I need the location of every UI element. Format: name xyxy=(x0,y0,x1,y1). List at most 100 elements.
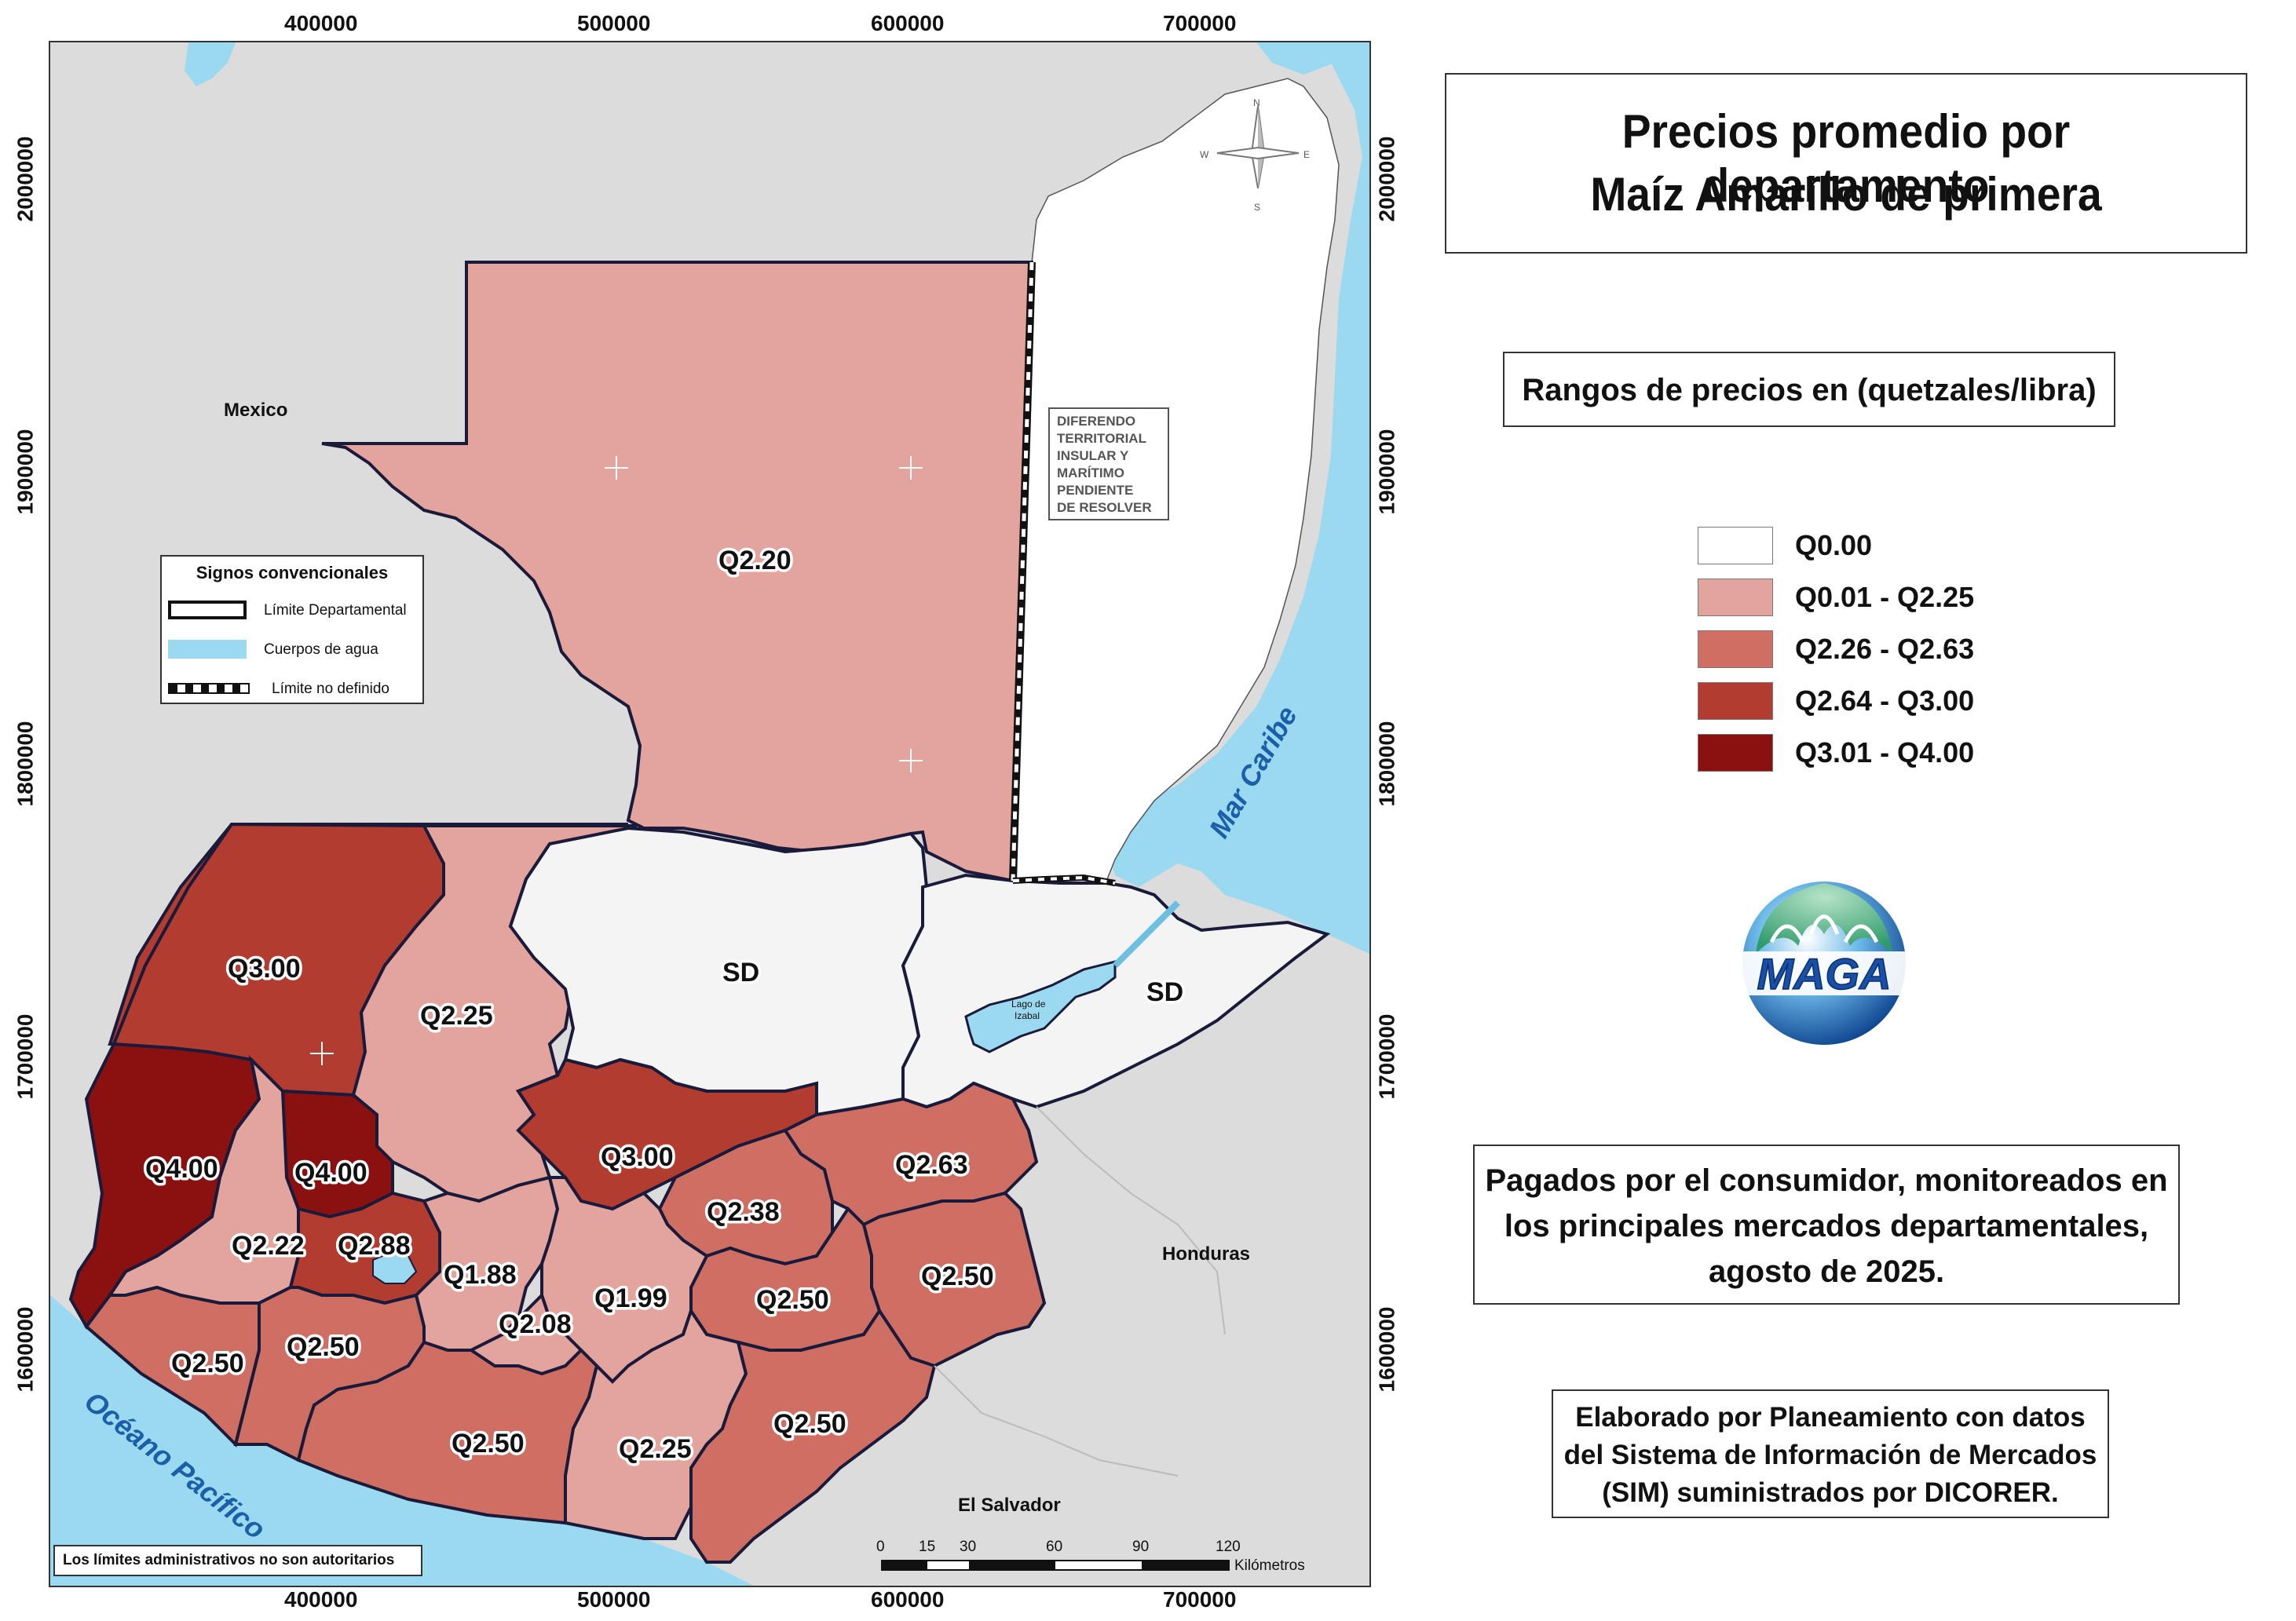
legend-swatch-2 xyxy=(1698,630,1773,668)
price-huehuetenango: Q3.00 xyxy=(228,954,301,984)
dispute-line-4: MARÍTIMO xyxy=(1057,465,1124,480)
price-izabal: SD xyxy=(1146,977,1183,1007)
legend-label-4: Q3.01 - Q4.00 xyxy=(1795,736,1975,769)
credits-line-2: del Sistema de Información de Mercados xyxy=(1563,1440,2097,1470)
scale-tick-60: 60 xyxy=(1046,1539,1063,1555)
price-peten: Q2.20 xyxy=(718,546,792,575)
scale-tick-0: 0 xyxy=(876,1539,885,1555)
title-line-2: Maíz Amarillo de primera xyxy=(1590,168,2102,221)
legend-swatch-3 xyxy=(1698,682,1773,720)
logo-leaves-lines xyxy=(1769,915,1879,944)
dispute-line-5: PENDIENTE xyxy=(1057,483,1133,498)
legend-row-0: Q0.00 xyxy=(1698,527,1872,564)
range-title-box: Rangos de precios en (quetzales/libra) xyxy=(1503,352,2115,427)
price-chimaltenango: Q1.88 xyxy=(444,1260,517,1290)
lago-atitlan xyxy=(372,1250,418,1284)
legend-label-2: Q2.26 - Q2.63 xyxy=(1795,633,1975,665)
dispute-line-1: DIFERENDO xyxy=(1057,414,1135,429)
price-chiquimula: Q2.50 xyxy=(921,1261,994,1291)
price-alta-verapaz: SD xyxy=(722,958,759,988)
credits-line-3: (SIM) suministrados por DICORER. xyxy=(1602,1477,2059,1508)
price-jalapa: Q2.50 xyxy=(756,1285,829,1315)
y-tick-left-1700000: 1700000 xyxy=(13,1013,38,1100)
y-tick-right-1900000: 1900000 xyxy=(1374,429,1399,515)
map-canvas: Mexico Honduras El Salvador Mar Caribe O… xyxy=(50,42,1369,1586)
scale-graphic xyxy=(881,1560,1230,1571)
legend-label-0: Q0.00 xyxy=(1795,529,1873,561)
x-tick-top-500000: 500000 xyxy=(577,11,651,35)
pacific-ocean xyxy=(50,1295,754,1586)
price-jutiapa: Q2.50 xyxy=(773,1409,846,1439)
description-line-2: los principales mercados departamentales… xyxy=(1504,1209,2149,1243)
y-tick-left-1800000: 1800000 xyxy=(13,721,38,807)
legend-swatch-0 xyxy=(1698,527,1773,564)
price-totonicapan: Q4.00 xyxy=(294,1158,367,1188)
conv-swatch-water xyxy=(168,640,247,659)
x-tick-top-700000: 700000 xyxy=(1163,11,1237,35)
maga-logo: MAGA xyxy=(1740,882,1908,1045)
price-escuintla: Q2.50 xyxy=(452,1429,525,1459)
top-water xyxy=(185,42,236,86)
price-el-progreso: Q2.38 xyxy=(707,1197,780,1227)
dispute-line-6: DE RESOLVER xyxy=(1057,500,1152,515)
compass-s: S xyxy=(1254,202,1260,213)
price-suchitepequez: Q2.50 xyxy=(287,1332,360,1362)
top-water-2 xyxy=(1256,42,1335,75)
graticule xyxy=(310,163,1217,1065)
compass-w: W xyxy=(1200,149,1209,160)
legend-row-4: Q3.01 - Q4.00 xyxy=(1698,734,1974,772)
label-lago-izabal-2: Izabal xyxy=(1015,1010,1040,1021)
conv-label-undefined: Límite no definido xyxy=(272,681,389,697)
undefined-border xyxy=(1009,261,1036,882)
scale-tick-15: 15 xyxy=(919,1539,936,1555)
label-mexico: Mexico xyxy=(224,400,287,421)
price-labels: Q2.20 Q3.00 Q2.25 SD SD Q4.00 Q4.00 Q2.2… xyxy=(143,543,1186,1467)
legend-label-3: Q2.64 - Q3.00 xyxy=(1795,685,1975,717)
y-tick-right-1700000: 1700000 xyxy=(1374,1013,1399,1100)
conv-swatch-undefined xyxy=(168,683,250,694)
price-guatemala: Q1.99 xyxy=(594,1283,667,1313)
compass-n: N xyxy=(1253,97,1260,108)
dispute-line-2: TERRITORIAL xyxy=(1057,431,1146,446)
x-tick-bottom-700000: 700000 xyxy=(1163,1587,1237,1612)
y-tick-left-1900000: 1900000 xyxy=(13,429,38,515)
y-tick-right-1800000: 1800000 xyxy=(1374,721,1399,807)
scale-tick-30: 30 xyxy=(960,1539,977,1555)
compass-e: E xyxy=(1303,149,1310,160)
logo-text: MAGA xyxy=(1757,949,1891,999)
y-tick-right-1600000: 1600000 xyxy=(1374,1306,1399,1393)
x-tick-bottom-400000: 400000 xyxy=(284,1587,358,1612)
y-tick-left-2000000: 2000000 xyxy=(13,136,38,222)
scale-bar: 0 15 30 60 90 120 Kilómetros xyxy=(864,1539,1305,1578)
belize xyxy=(1012,78,1340,888)
description-line-3: agosto de 2025. xyxy=(1708,1254,1945,1289)
x-tick-bottom-600000: 600000 xyxy=(871,1587,945,1612)
price-solola: Q2.88 xyxy=(338,1231,411,1261)
conv-label-water: Cuerpos de agua xyxy=(264,641,378,658)
conventions-title: Signos convencionales xyxy=(196,563,389,582)
dept-jutiapa xyxy=(689,1308,937,1564)
elsalvador-border xyxy=(934,1365,1179,1477)
price-quetzaltenango: Q2.22 xyxy=(232,1231,305,1261)
logo-band xyxy=(1740,951,1908,995)
map-frame xyxy=(49,41,1371,1587)
conv-label-border: Límite Departamental xyxy=(264,602,407,619)
credits-box: Elaborado por Planeamiento con datos del… xyxy=(1552,1389,2109,1518)
price-san-marcos: Q4.00 xyxy=(145,1154,218,1184)
conv-swatch-border xyxy=(168,601,247,619)
rio-dulce xyxy=(1113,900,1180,968)
scale-unit: Kilómetros xyxy=(1234,1557,1305,1574)
scale-tick-120: 120 xyxy=(1216,1539,1241,1555)
dispute-box xyxy=(1048,407,1169,520)
legend-label-1: Q0.01 - Q2.25 xyxy=(1795,581,1975,613)
credits-line-1: Elaborado por Planeamiento con datos xyxy=(1575,1402,2086,1433)
price-quiche: Q2.25 xyxy=(420,1001,493,1031)
legend-row-1: Q0.01 - Q2.25 xyxy=(1698,579,1974,616)
x-tick-bottom-500000: 500000 xyxy=(577,1587,651,1612)
price-santa-rosa: Q2.25 xyxy=(619,1434,692,1464)
legend-swatch-1 xyxy=(1698,579,1773,616)
undefined-border-south-dash xyxy=(1012,875,1116,885)
dispute-line-3: INSULAR Y xyxy=(1057,448,1129,463)
range-title: Rangos de precios en (quetzales/libra) xyxy=(1522,373,2097,407)
price-baja-verapaz: Q3.00 xyxy=(601,1142,674,1172)
